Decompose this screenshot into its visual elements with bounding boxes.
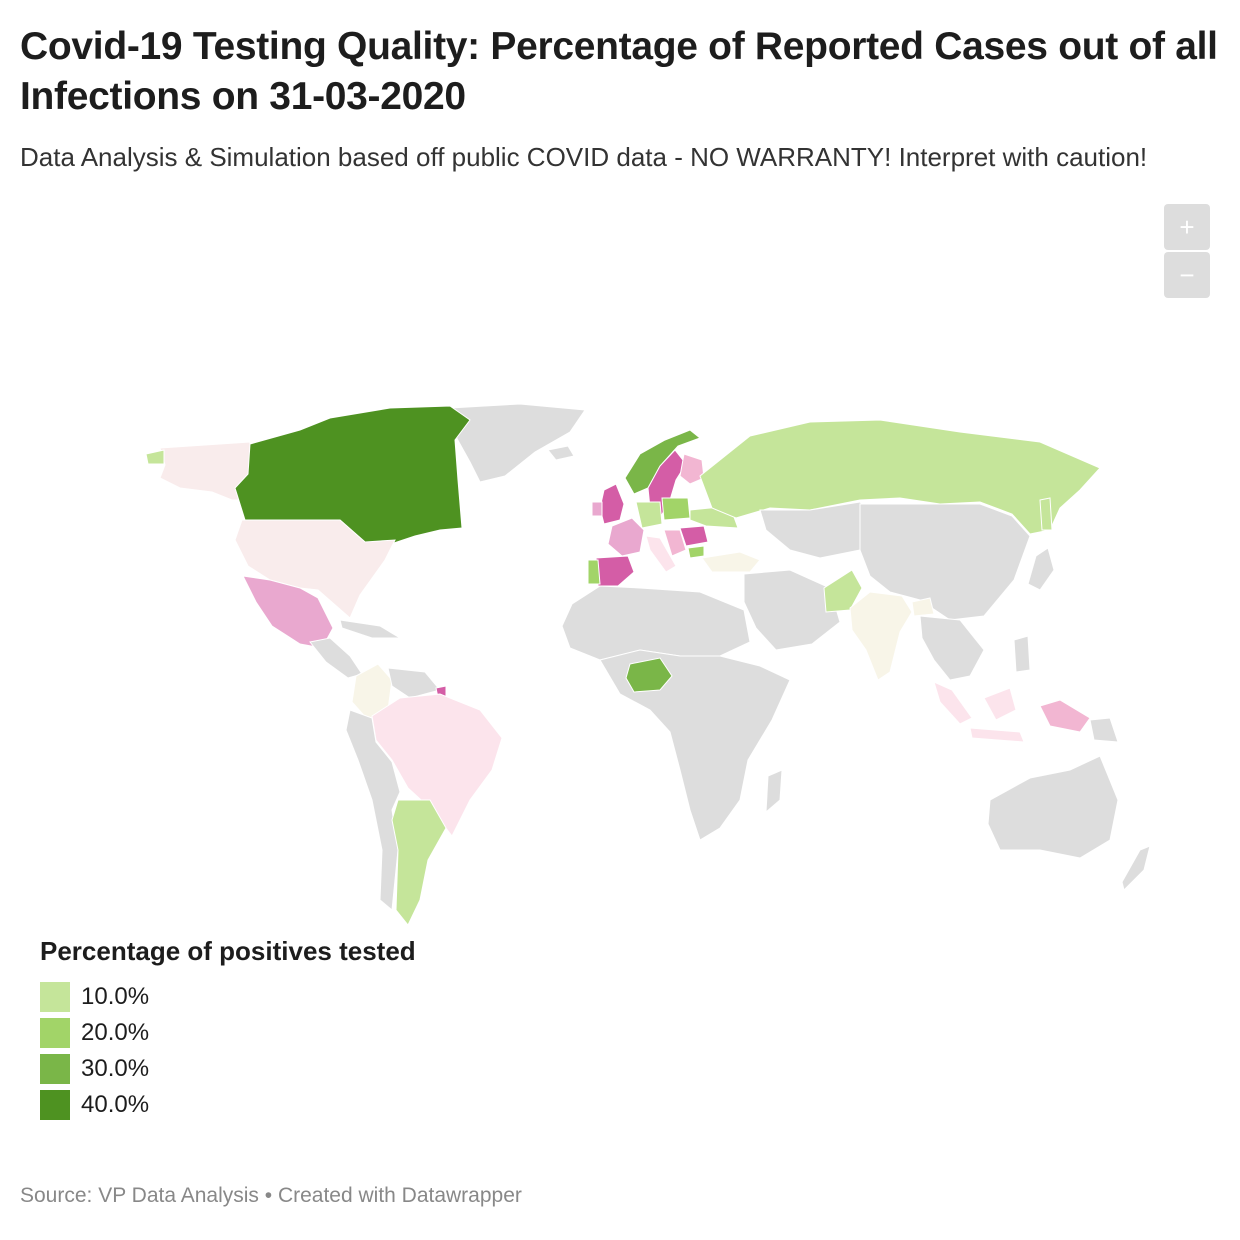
footer: Source: VP Data Analysis • Created with …	[20, 1184, 522, 1208]
zoom-in-button[interactable]: +	[1164, 204, 1210, 250]
country-portugal[interactable]	[587, 559, 601, 585]
country-turkey[interactable]	[701, 551, 761, 573]
region-sub-saharan-africa[interactable]	[599, 649, 791, 841]
country-argentina[interactable]	[391, 799, 447, 926]
legend-item: 30.0%	[40, 1051, 416, 1087]
country-usa[interactable]	[234, 519, 396, 619]
country-brazil[interactable]	[371, 693, 503, 837]
country-indonesia-borneo[interactable]	[983, 687, 1017, 721]
legend-swatch	[40, 1054, 70, 1084]
country-png[interactable]	[1089, 717, 1119, 743]
country-france[interactable]	[607, 517, 645, 557]
legend-item: 40.0%	[40, 1087, 416, 1123]
legend-swatch	[40, 982, 70, 1012]
legend-items: 10.0% 20.0% 30.0% 40.0%	[40, 979, 416, 1123]
country-madagascar[interactable]	[765, 769, 783, 814]
region-andes[interactable]	[345, 709, 401, 911]
footer-separator: •	[258, 1184, 278, 1207]
country-romania[interactable]	[679, 525, 709, 547]
legend-swatch	[40, 1018, 70, 1048]
legend-label: 30.0%	[81, 1055, 150, 1082]
country-india[interactable]	[849, 591, 913, 681]
chart-subtitle: Data Analysis & Simulation based off pub…	[20, 142, 1148, 172]
region-venezuela-guianas[interactable]	[387, 667, 441, 699]
country-ireland[interactable]	[591, 501, 603, 517]
country-russia[interactable]	[699, 419, 1101, 535]
legend-label: 10.0%	[81, 983, 150, 1010]
country-bulgaria[interactable]	[687, 545, 705, 559]
country-spain[interactable]	[595, 555, 635, 587]
legend-title: Percentage of positives tested	[40, 936, 416, 966]
country-pakistan[interactable]	[823, 569, 863, 613]
country-poland[interactable]	[661, 497, 691, 521]
country-new-zealand[interactable]	[1121, 845, 1151, 891]
legend-label: 40.0%	[81, 1091, 150, 1118]
country-australia[interactable]	[987, 755, 1119, 859]
country-philippines[interactable]	[1013, 635, 1031, 673]
country-nigeria[interactable]	[625, 657, 673, 693]
region-southeast-asia[interactable]	[919, 615, 985, 681]
country-germany[interactable]	[635, 501, 663, 529]
region-caribbean[interactable]	[339, 619, 402, 639]
zoom-out-button[interactable]: −	[1164, 252, 1210, 298]
region-china-mongolia[interactable]	[859, 503, 1031, 621]
region-north-africa[interactable]	[561, 585, 751, 661]
country-balkans[interactable]	[663, 529, 687, 557]
country-finland[interactable]	[679, 453, 705, 485]
legend: Percentage of positives tested 10.0% 20.0…	[40, 936, 416, 1123]
region-middle-east[interactable]	[743, 569, 841, 651]
source-note: Source: VP Data Analysis	[20, 1184, 259, 1207]
country-iceland[interactable]	[547, 445, 575, 461]
legend-item: 10.0%	[40, 979, 416, 1015]
country-canada[interactable]	[234, 405, 471, 547]
legend-label: 20.0%	[81, 1019, 150, 1046]
region-central-america[interactable]	[309, 637, 363, 679]
credit-link[interactable]: Created with Datawrapper	[277, 1184, 522, 1207]
world-map[interactable]	[0, 380, 1240, 940]
country-norway[interactable]	[624, 429, 702, 495]
chart-title: Covid-19 Testing Quality: Percentage of …	[20, 25, 1218, 118]
country-alaska-west-tip[interactable]	[145, 449, 165, 465]
country-indonesia-sumatra[interactable]	[933, 681, 973, 725]
legend-item: 20.0%	[40, 1015, 416, 1051]
country-indonesia-sulawesi-papua[interactable]	[1039, 699, 1091, 733]
country-greenland[interactable]	[449, 403, 586, 483]
country-japan[interactable]	[1027, 547, 1055, 591]
country-nepal-bhutan[interactable]	[911, 597, 935, 617]
island-sakhalin[interactable]	[1039, 497, 1053, 531]
country-uk[interactable]	[599, 483, 625, 525]
country-italy[interactable]	[645, 535, 677, 573]
legend-swatch	[40, 1090, 70, 1120]
country-indonesia-java[interactable]	[969, 727, 1025, 743]
